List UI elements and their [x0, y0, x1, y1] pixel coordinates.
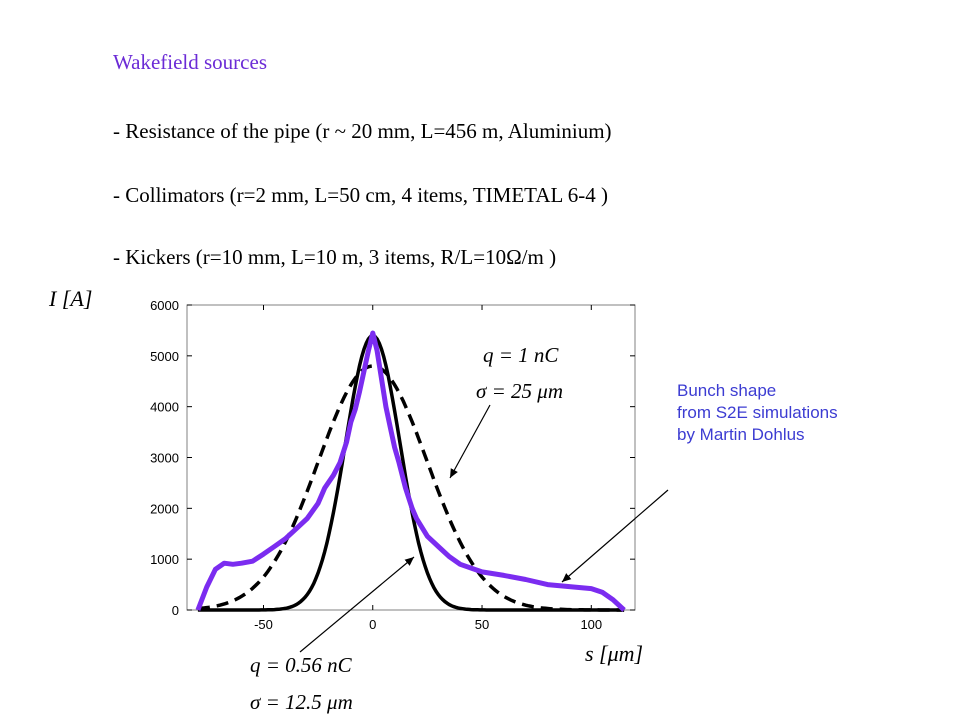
- bullet-kickers: - Kickers (r=10 mm, L=10 m, 3 items, R/L…: [113, 245, 557, 269]
- x-axis-label: s [μm]: [585, 641, 643, 666]
- annotation-sigma-narrow: σ = 12.5 μm: [250, 690, 353, 714]
- bullet-collimators: - Collimators (r=2 mm, L=50 cm, 4 items,…: [113, 183, 609, 207]
- annotation-sigma-wide: σ = 25 μm: [476, 379, 563, 403]
- slide-title: Wakefield sources: [113, 50, 267, 74]
- y-axis-label: I [A]: [48, 286, 92, 311]
- curve-layer: [195, 330, 626, 612]
- gaussian-sigma-12-5-curve: [197, 333, 625, 612]
- y-tick-label: 1000: [150, 552, 179, 567]
- x-tick-label: 0: [369, 617, 376, 632]
- s2e-bunch-profile-curve: [195, 330, 626, 612]
- bullet-pipe-resistance: - Resistance of the pipe (r ~ 20 mm, L=4…: [113, 119, 612, 143]
- x-tick-label: 100: [580, 617, 602, 632]
- tick-layer: 0 1000 2000 3000 4000 5000 6000 -50 0 50 100: [150, 298, 635, 632]
- y-tick-label: 4000: [150, 400, 179, 415]
- annotation-q-wide: q = 1 nC: [483, 343, 559, 367]
- x-tick-label: -50: [254, 617, 273, 632]
- x-tick-label: 50: [475, 617, 489, 632]
- y-tick-label: 5000: [150, 349, 179, 364]
- y-tick-label: 2000: [150, 501, 179, 516]
- gaussian-sigma-25-curve: [197, 364, 625, 612]
- plot-area: [186, 304, 636, 611]
- y-tick-label: 6000: [150, 298, 179, 313]
- arrow-sigma-narrow: [299, 556, 415, 653]
- y-tick-label: 0: [172, 603, 179, 618]
- arrow-bunch-shape: [561, 489, 669, 583]
- note-line: by Martin Dohlus: [677, 425, 805, 444]
- arrow-sigma-wide: [449, 404, 491, 479]
- y-tick-label: 3000: [150, 451, 179, 466]
- note-line: from S2E simulations: [677, 403, 838, 422]
- bunch-shape-note: Bunch shape from S2E simulations by Mart…: [677, 380, 838, 446]
- annotation-q-narrow: q = 0.56 nC: [250, 653, 353, 677]
- note-line: Bunch shape: [677, 381, 777, 400]
